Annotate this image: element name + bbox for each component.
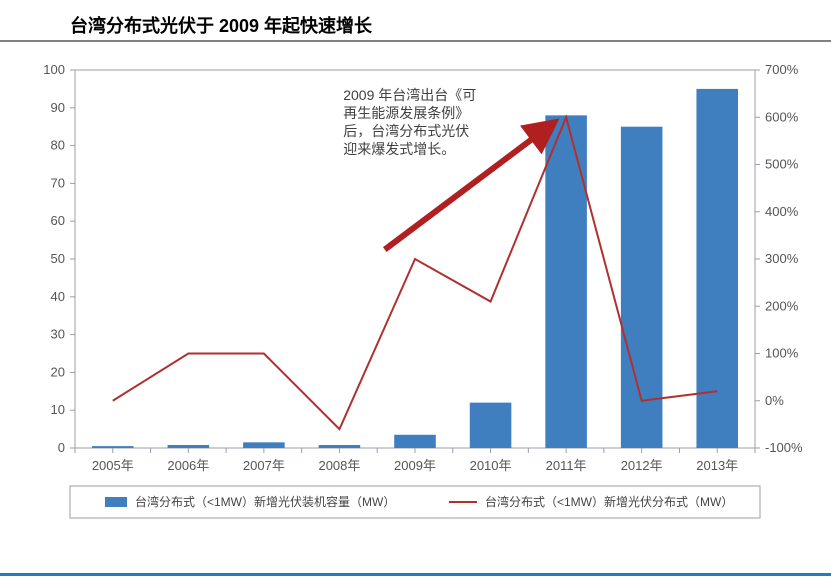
- annotation-text: 2009 年台湾出台《可: [343, 87, 476, 103]
- bar: [92, 446, 134, 448]
- svg-text:40: 40: [51, 289, 65, 304]
- svg-text:400%: 400%: [765, 204, 799, 219]
- svg-text:2011年: 2011年: [546, 458, 587, 473]
- svg-text:2008年: 2008年: [318, 458, 360, 473]
- annotation-text: 迎来爆发式增长。: [343, 141, 455, 157]
- combo-chart: 0 10 20 30 40 50 60 70 80 90 100 -100% 0% 100% 200% 300…: [20, 55, 810, 525]
- svg-text:20: 20: [51, 364, 65, 379]
- title-underline: [0, 40, 831, 42]
- svg-text:90: 90: [51, 100, 65, 115]
- svg-text:60: 60: [51, 213, 65, 228]
- svg-text:300%: 300%: [765, 251, 799, 266]
- bar: [470, 403, 512, 448]
- svg-text:200%: 200%: [765, 298, 799, 313]
- svg-text:700%: 700%: [765, 62, 799, 77]
- legend-swatch-bar: [105, 497, 127, 507]
- svg-text:2006年: 2006年: [167, 458, 209, 473]
- svg-text:50: 50: [51, 251, 65, 266]
- page-root: 台湾分布式光伏于 2009 年起快速增长 0 10 20 30 40 50 60 70 80 90…: [0, 0, 831, 584]
- legend-label-bar: 台湾分布式（<1MW）新增光伏装机容量（MW）: [135, 494, 395, 509]
- bar: [545, 115, 587, 448]
- bar: [243, 442, 285, 448]
- bar: [394, 435, 436, 448]
- page-title: 台湾分布式光伏于 2009 年起快速增长: [70, 12, 372, 38]
- bar: [319, 445, 361, 448]
- svg-text:600%: 600%: [765, 109, 799, 124]
- legend-label-line: 台湾分布式（<1MW）新增光伏分布式（MW）: [485, 494, 733, 509]
- svg-text:2007年: 2007年: [243, 458, 285, 473]
- annotation-text: 再生能源发展条例》: [343, 105, 469, 121]
- bottom-rule: [0, 573, 831, 576]
- svg-text:2010年: 2010年: [470, 458, 512, 473]
- svg-text:500%: 500%: [765, 157, 799, 172]
- svg-text:100%: 100%: [765, 346, 799, 361]
- svg-text:10: 10: [51, 402, 65, 417]
- svg-text:70: 70: [51, 175, 65, 190]
- svg-text:2012年: 2012年: [621, 458, 663, 473]
- svg-text:-100%: -100%: [765, 440, 803, 455]
- annotation-text: 后，台湾分布式光伏: [343, 123, 469, 139]
- svg-text:100: 100: [43, 62, 65, 77]
- bar: [696, 89, 738, 448]
- svg-text:2009年: 2009年: [394, 458, 436, 473]
- bar: [168, 445, 210, 448]
- svg-text:80: 80: [51, 138, 65, 153]
- chart-area: 0 10 20 30 40 50 60 70 80 90 100 -100% 0% 100% 200% 300…: [20, 55, 810, 525]
- svg-text:30: 30: [51, 327, 65, 342]
- svg-text:2005年: 2005年: [92, 458, 134, 473]
- svg-text:2013年: 2013年: [696, 458, 738, 473]
- svg-text:0%: 0%: [765, 393, 784, 408]
- svg-text:0: 0: [58, 440, 65, 455]
